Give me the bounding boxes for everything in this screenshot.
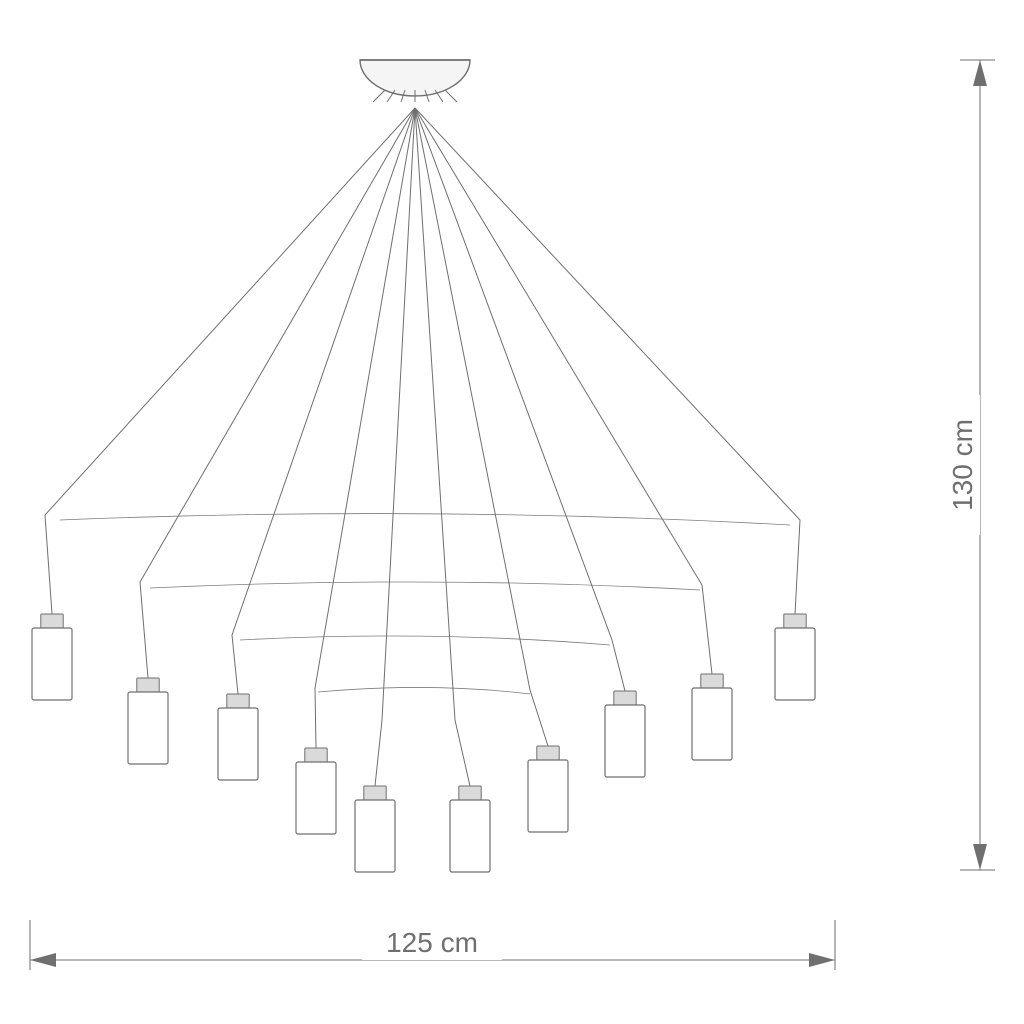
socket-6 [459,786,481,800]
bulb-9 [692,688,732,760]
width-arrow-right [809,953,835,967]
bulb-4 [296,762,336,834]
spiral-sweep-3 [240,636,610,645]
socket-4 [305,748,327,762]
spiral-sweep-1 [60,514,790,525]
pendant-cord-5 [375,108,415,786]
pendant-cord-6 [415,108,470,786]
socket-5 [364,786,386,800]
socket-10 [784,614,806,628]
pendant-cord-4 [315,108,415,748]
pendant-cord-10 [415,108,800,614]
socket-9 [701,674,723,688]
pendant-cord-2 [140,108,415,678]
height-label-group: 130 cm [944,395,980,535]
height-label: 130 cm [947,419,978,511]
socket-2 [137,678,159,692]
socket-8 [614,691,636,705]
pendant-cord-8 [415,108,625,691]
pendant-cord-3 [232,108,415,694]
socket-7 [537,746,559,760]
socket-1 [41,614,63,628]
bulb-2 [128,692,168,764]
height-arrow-top [973,60,987,86]
bulb-6 [450,800,490,872]
socket-3 [227,694,249,708]
bulb-5 [355,800,395,872]
pendant-cord-1 [45,108,415,614]
pendant-cord-7 [415,108,548,746]
spiral-sweep-4 [318,687,530,694]
bulb-7 [528,760,568,832]
bulb-10 [775,628,815,700]
bulb-3 [218,708,258,780]
pendant-cord-9 [415,108,712,674]
bulb-1 [32,628,72,700]
width-label: 125 cm [386,927,478,958]
width-arrow-left [30,953,56,967]
lamp-dimension-diagram: 125 cm 130 cm [0,0,1024,1024]
bulb-8 [605,705,645,777]
height-arrow-bottom [973,844,987,870]
spiral-sweep-2 [150,582,700,590]
